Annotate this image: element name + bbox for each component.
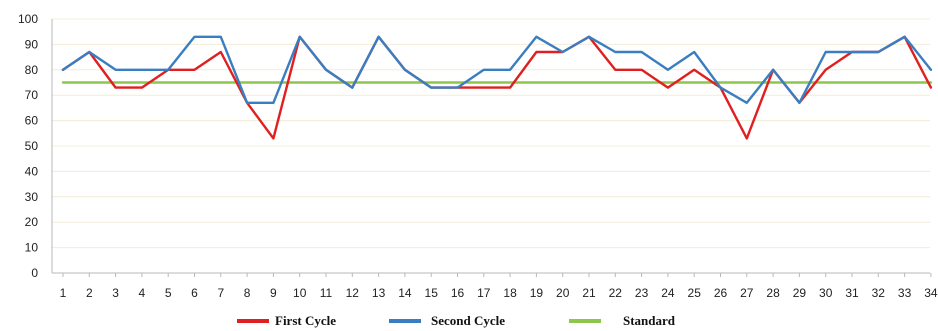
x-tick-label: 30 <box>819 286 833 300</box>
y-tick-label: 30 <box>25 190 39 204</box>
x-tick-label: 11 <box>320 286 333 300</box>
x-tick-label: 3 <box>112 286 119 300</box>
x-tick-label: 18 <box>503 286 517 300</box>
y-tick-label: 90 <box>25 37 39 51</box>
x-tick-label: 17 <box>477 286 491 300</box>
x-tick-label: 16 <box>451 286 465 300</box>
y-tick-label: 10 <box>25 241 39 255</box>
legend-label: Standard <box>623 313 676 328</box>
x-tick-label: 4 <box>139 286 146 300</box>
gridlines <box>52 18 930 249</box>
x-tick-label: 8 <box>244 286 251 300</box>
y-tick-label: 40 <box>25 164 39 178</box>
legend-item-standard: Standard <box>569 313 676 328</box>
x-tick-label: 21 <box>582 286 596 300</box>
legend-label: First Cycle <box>275 313 336 328</box>
y-tick-label: 50 <box>25 139 39 153</box>
x-tick-label: 7 <box>217 286 224 300</box>
y-tick-label: 80 <box>25 63 39 77</box>
x-tick-label: 15 <box>425 286 439 300</box>
x-tick-label: 33 <box>898 286 912 300</box>
x-tick-labels: 1 2 3 4 5 6 7 8 9 10 11 12 13 14 15 16 17 18 19 20 21 22 23 24 2… <box>60 286 938 300</box>
x-tick-label: 20 <box>556 286 570 300</box>
x-tick-label: 13 <box>372 286 386 300</box>
x-tick-label: 24 <box>661 286 675 300</box>
legend-item-first-cycle: First Cycle <box>237 313 336 328</box>
x-tick-label: 28 <box>766 286 780 300</box>
x-tick-label: 2 <box>86 286 93 300</box>
y-tick-label: 100 <box>18 12 38 26</box>
x-tick-label: 10 <box>293 286 307 300</box>
x-tick-label: 34 <box>924 286 938 300</box>
x-tick-label: 27 <box>740 286 754 300</box>
x-tick-label: 1 <box>60 286 67 300</box>
x-tick-label: 14 <box>398 286 412 300</box>
axes <box>51 19 932 277</box>
x-tick-label: 25 <box>688 286 702 300</box>
x-tick-label: 6 <box>191 286 198 300</box>
y-tick-labels: 0 10 20 30 40 50 60 70 80 90 100 <box>18 12 38 280</box>
x-tick-label: 29 <box>793 286 807 300</box>
legend: First Cycle Second Cycle Standard <box>237 313 676 328</box>
x-tick-label: 5 <box>165 286 172 300</box>
y-tick-label: 70 <box>25 88 39 102</box>
legend-item-second-cycle: Second Cycle <box>389 313 505 328</box>
y-tick-label: 20 <box>25 215 39 229</box>
x-tick-label: 19 <box>530 286 544 300</box>
x-tick-label: 31 <box>845 286 859 300</box>
series-line-second-cycle <box>61 35 933 105</box>
x-tick-label: 22 <box>609 286 623 300</box>
series-lines <box>61 35 933 140</box>
x-tick-label: 12 <box>346 286 360 300</box>
x-tick-label: 23 <box>635 286 649 300</box>
x-tick-label: 26 <box>714 286 728 300</box>
series-line-first-cycle <box>61 35 933 140</box>
y-tick-label: 0 <box>31 266 38 280</box>
legend-label: Second Cycle <box>431 313 505 328</box>
x-tick-label: 32 <box>872 286 886 300</box>
y-tick-label: 60 <box>25 114 39 128</box>
x-tick-label: 9 <box>270 286 277 300</box>
